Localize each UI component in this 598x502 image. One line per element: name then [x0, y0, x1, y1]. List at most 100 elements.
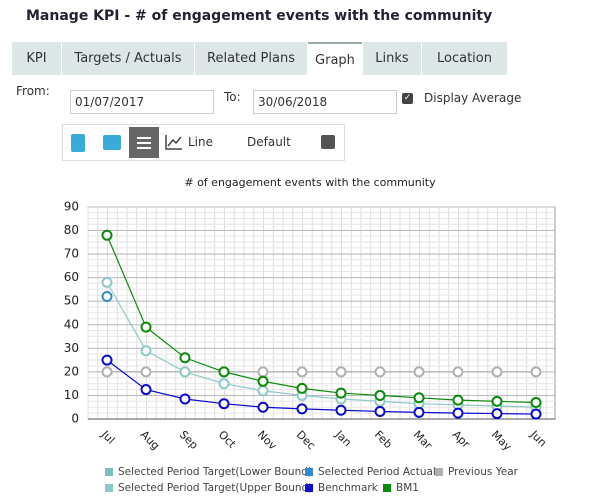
data-point	[179, 352, 191, 364]
x-tick-label: Aug	[138, 428, 162, 452]
print-icon[interactable]	[103, 135, 121, 150]
average-checkbox[interactable]: ✓	[402, 93, 413, 104]
data-point	[374, 366, 386, 378]
series-line	[106, 282, 537, 408]
x-tick-label: Jan	[332, 427, 354, 449]
tab[interactable]: Links	[363, 42, 421, 75]
chart-title: # of engagement events with the communit…	[184, 176, 436, 189]
legend-swatch	[105, 484, 113, 492]
data-point	[218, 366, 230, 378]
average-label: Display Average	[424, 91, 522, 105]
data-point	[530, 408, 542, 420]
data-point	[413, 406, 425, 418]
legend-swatch	[305, 468, 313, 476]
data-point	[101, 276, 113, 288]
to-label: To:	[224, 90, 241, 104]
toolbar: Line Default	[62, 124, 345, 161]
x-tick-label: Apr	[450, 428, 473, 451]
data-point	[530, 366, 542, 378]
x-tick-label: Feb	[372, 428, 395, 451]
y-tick-label: 60	[64, 270, 79, 284]
line-icon[interactable]	[165, 134, 183, 150]
series-line	[106, 235, 537, 404]
legend-swatch	[105, 468, 113, 476]
data-point	[140, 321, 152, 333]
to-input[interactable]: 30/06/2018	[253, 90, 397, 114]
x-tick-label: Mar	[411, 428, 435, 452]
data-point	[257, 366, 269, 378]
data-point	[452, 394, 464, 406]
page-title: Manage KPI - # of engagement events with…	[26, 8, 493, 24]
y-tick-label: 70	[64, 247, 79, 261]
line-button[interactable]: Line	[188, 135, 214, 149]
x-tick-label: Jun	[527, 427, 549, 449]
data-point	[296, 382, 308, 394]
x-tick-label: Sep	[177, 428, 201, 452]
legend-label: Previous Year	[448, 466, 519, 478]
data-point	[101, 291, 113, 303]
x-tick-label: Jul	[98, 427, 117, 446]
data-point	[257, 385, 269, 397]
legend-label: Benchmark	[318, 482, 379, 494]
y-tick-label: 90	[64, 200, 79, 214]
default-button[interactable]: Default	[247, 135, 291, 149]
data-point	[491, 395, 503, 407]
data-point	[530, 397, 542, 409]
data-point	[101, 354, 113, 366]
data-point	[335, 404, 347, 416]
data-point	[257, 375, 269, 387]
data-point	[335, 366, 347, 378]
series-line	[106, 359, 537, 415]
y-tick-label: 80	[64, 223, 79, 237]
x-tick-label: Nov	[255, 428, 280, 453]
data-point	[179, 366, 191, 378]
data-point	[491, 408, 503, 420]
y-tick-label: 10	[64, 388, 79, 402]
data-point	[452, 366, 464, 378]
legend-label: Selected Period Actual	[318, 466, 436, 478]
y-tick-label: 50	[64, 294, 79, 308]
data-point	[218, 398, 230, 410]
from-label: From:	[16, 84, 50, 98]
tab[interactable]: Location	[422, 42, 507, 75]
export-icon[interactable]	[71, 134, 85, 152]
data-point	[335, 387, 347, 399]
tab[interactable]: Related Plans	[195, 42, 307, 75]
x-tick-label: Dec	[294, 428, 318, 452]
legend-swatch	[435, 468, 443, 476]
data-point	[140, 345, 152, 357]
y-tick-label: 0	[71, 412, 79, 426]
x-tick-label: Oct	[216, 428, 239, 451]
legend-label: Selected Period Target(Upper Bound)	[118, 482, 312, 494]
legend-swatch	[305, 484, 313, 492]
legend-label: BM1	[396, 482, 419, 494]
y-tick-label: 20	[64, 364, 79, 378]
data-point	[374, 405, 386, 417]
save-icon[interactable]	[321, 135, 335, 149]
data-point	[296, 366, 308, 378]
data-point	[140, 384, 152, 396]
data-point	[218, 378, 230, 390]
data-point	[101, 366, 113, 378]
data-point	[296, 403, 308, 415]
data-point	[179, 393, 191, 405]
data-point	[374, 389, 386, 401]
data-point	[101, 229, 113, 241]
legend-swatch	[383, 484, 391, 492]
data-point	[257, 401, 269, 413]
list-button[interactable]	[129, 127, 159, 158]
data-point	[452, 407, 464, 419]
tab[interactable]: KPI	[12, 42, 61, 75]
x-tick-label: May	[489, 428, 515, 454]
y-tick-label: 40	[64, 317, 79, 331]
tab[interactable]: Graph	[308, 42, 362, 75]
legend-label: Selected Period Target(Lower Bound)	[118, 466, 312, 478]
tab[interactable]: Targets / Actuals	[62, 42, 194, 75]
chart: # of engagement events with the communit…	[64, 176, 556, 494]
from-input[interactable]: 01/07/2017	[70, 90, 214, 114]
data-point	[491, 366, 503, 378]
y-tick-label: 30	[64, 341, 79, 355]
data-point	[413, 366, 425, 378]
data-point	[413, 392, 425, 404]
